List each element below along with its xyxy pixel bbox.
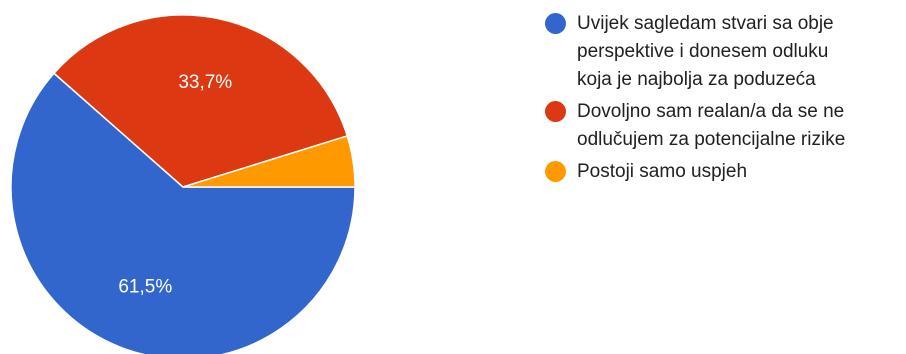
slice-label-2: 33,7% <box>178 72 232 93</box>
pie-chart-plot: 61,5% 33,7% <box>10 14 356 354</box>
pie-slice-2 <box>52 14 349 188</box>
legend-swatch-icon <box>545 13 566 34</box>
legend-swatch-icon <box>545 101 566 122</box>
legend-label: Dovoljno sam realan/a da se ne odlučujem … <box>577 101 846 150</box>
legend-item-1: Uvijek sagledam stvari sa obje perspektiv… <box>545 10 900 94</box>
chart-legend: Uvijek sagledam stvari sa obje perspektiv… <box>545 10 900 190</box>
legend-label: Postoji samo uspjeh <box>577 161 748 182</box>
legend-item-3: Postoji samo uspjeh <box>545 158 900 186</box>
pie-slice-3 <box>182 134 356 188</box>
legend-swatch-icon <box>545 161 566 182</box>
pie-slice-1 <box>10 72 356 354</box>
legend-label: Uvijek sagledam stvari sa obje perspektiv… <box>577 13 834 90</box>
slice-label-1: 61,5% <box>118 276 172 297</box>
legend-item-2: Dovoljno sam realan/a da se ne odlučujem … <box>545 98 900 154</box>
